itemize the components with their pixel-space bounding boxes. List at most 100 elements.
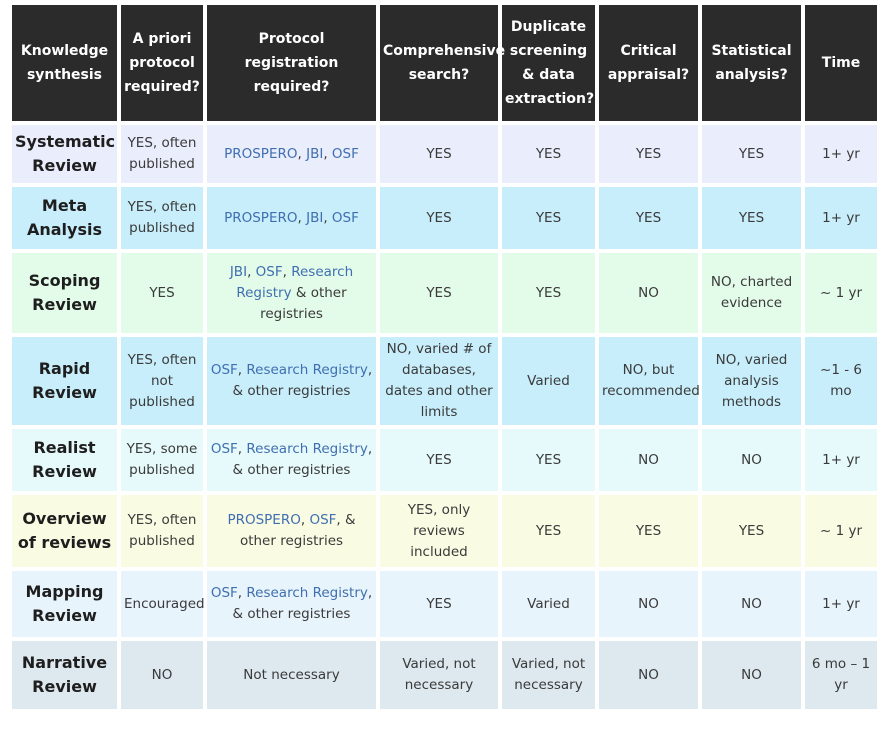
review-type-cell: Narrative Review bbox=[12, 641, 117, 709]
registration-cell: PROSPERO, JBI, OSF bbox=[207, 125, 376, 183]
time-cell: ~1 - 6 mo bbox=[805, 337, 877, 425]
registry-link[interactable]: OSF bbox=[331, 145, 359, 162]
table-row: Rapid Review YES, often not published OSF,… bbox=[12, 337, 877, 425]
registry-link[interactable]: PROSPERO bbox=[227, 512, 301, 528]
protocol-cell: YES, often published bbox=[121, 187, 203, 249]
registration-text: , bbox=[297, 145, 307, 162]
stats-cell: NO bbox=[702, 641, 801, 709]
registry-link[interactable]: OSF bbox=[210, 441, 238, 457]
time-cell: 6 mo – 1 yr bbox=[805, 641, 877, 709]
table-row: Meta Analysis YES, often published PROSPER… bbox=[12, 187, 877, 249]
header-statistical-analysis: Statistical analysis? bbox=[702, 5, 801, 121]
protocol-cell: YES, often published bbox=[121, 495, 203, 567]
review-type-cell: Rapid Review bbox=[12, 337, 117, 425]
registration-text: , bbox=[323, 209, 332, 226]
registration-text: , bbox=[300, 512, 310, 528]
search-cell: YES, only reviews included bbox=[380, 495, 498, 567]
appraisal-cell: YES bbox=[599, 125, 698, 183]
registration-cell: OSF, Research Registry, & other registri… bbox=[207, 429, 376, 491]
registration-text: , bbox=[237, 362, 247, 378]
registration-text: , bbox=[237, 441, 247, 457]
registry-link[interactable]: PROSPERO bbox=[224, 209, 298, 226]
header-row: Knowledge synthesis A priori protocol re… bbox=[12, 5, 877, 121]
protocol-cell: YES, often published bbox=[121, 125, 203, 183]
registry-link[interactable]: OSF bbox=[210, 362, 238, 378]
table-row: Narrative Review NO Not necessary Varied, n… bbox=[12, 641, 877, 709]
header-duplicate-screening: Duplicate screening & data extraction? bbox=[502, 5, 595, 121]
search-cell: YES bbox=[380, 187, 498, 249]
appraisal-cell: YES bbox=[599, 187, 698, 249]
header-time: Time bbox=[805, 5, 877, 121]
stats-cell: YES bbox=[702, 187, 801, 249]
review-type-cell: Overview of reviews bbox=[12, 495, 117, 567]
review-types-table: Knowledge synthesis A priori protocol re… bbox=[8, 1, 877, 713]
stats-cell: YES bbox=[702, 125, 801, 183]
registry-link[interactable]: OSF bbox=[255, 263, 283, 280]
review-type-cell: Scoping Review bbox=[12, 253, 117, 333]
table-row: Overview of reviews YES, often published P… bbox=[12, 495, 877, 567]
registration-cell: OSF, Research Registry, & other registri… bbox=[207, 571, 376, 637]
registry-link[interactable]: OSF bbox=[309, 512, 337, 528]
protocol-cell: YES, often not published bbox=[121, 337, 203, 425]
registration-text: , bbox=[297, 209, 307, 226]
time-cell: ~ 1 yr bbox=[805, 495, 877, 567]
stats-cell: NO, charted evidence bbox=[702, 253, 801, 333]
search-cell: Varied, not necessary bbox=[380, 641, 498, 709]
registration-text: , bbox=[247, 263, 256, 280]
table-row: Systematic Review YES, often published PRO… bbox=[12, 125, 877, 183]
registry-link[interactable]: Research Registry bbox=[246, 585, 368, 601]
registration-cell: PROSPERO, JBI, OSF bbox=[207, 187, 376, 249]
screening-cell: Varied bbox=[502, 337, 595, 425]
time-cell: 1+ yr bbox=[805, 429, 877, 491]
registry-link[interactable]: JBI bbox=[306, 145, 324, 162]
registration-text: , bbox=[282, 263, 292, 280]
registration-cell: Not necessary bbox=[207, 641, 376, 709]
registration-text: Not necessary bbox=[243, 666, 340, 683]
review-type-cell: Meta Analysis bbox=[12, 187, 117, 249]
header-a-priori-protocol: A priori protocol required? bbox=[121, 5, 203, 121]
review-type-cell: Realist Review bbox=[12, 429, 117, 491]
registry-link[interactable]: Research Registry bbox=[236, 263, 354, 301]
appraisal-cell: NO bbox=[599, 253, 698, 333]
screening-cell: YES bbox=[502, 495, 595, 567]
registry-link[interactable]: JBI bbox=[229, 263, 248, 280]
appraisal-cell: NO, but recommended bbox=[599, 337, 700, 425]
protocol-cell: Encouraged bbox=[121, 571, 205, 637]
registry-link[interactable]: JBI bbox=[306, 209, 324, 226]
screening-cell: Varied bbox=[502, 571, 595, 637]
registration-cell: OSF, Research Registry, & other registri… bbox=[207, 337, 376, 425]
screening-cell: YES bbox=[502, 429, 595, 491]
protocol-cell: YES bbox=[121, 253, 203, 333]
time-cell: 1+ yr bbox=[805, 571, 877, 637]
protocol-cell: YES, some published bbox=[121, 429, 203, 491]
registration-text: , bbox=[323, 145, 332, 162]
search-cell: YES bbox=[380, 571, 498, 637]
registry-link[interactable]: OSF bbox=[210, 585, 238, 601]
appraisal-cell: YES bbox=[599, 495, 698, 567]
stats-cell: YES bbox=[702, 495, 801, 567]
registry-link[interactable]: Research Registry bbox=[246, 362, 368, 378]
search-cell: YES bbox=[380, 125, 498, 183]
registration-text: , & other registries bbox=[232, 441, 373, 478]
time-cell: 1+ yr bbox=[805, 187, 877, 249]
appraisal-cell: NO bbox=[599, 429, 698, 491]
registry-link[interactable]: Research Registry bbox=[246, 441, 368, 457]
table-row: Scoping Review YES JBI, OSF, Research Regi… bbox=[12, 253, 877, 333]
table-row: Realist Review YES, some published OSF, Re… bbox=[12, 429, 877, 491]
table-row: Mapping Review Encouraged OSF, Research Re… bbox=[12, 571, 877, 637]
appraisal-cell: NO bbox=[599, 571, 698, 637]
registration-text: , bbox=[237, 585, 247, 601]
review-type-cell: Systematic Review bbox=[12, 125, 117, 183]
time-cell: ~ 1 yr bbox=[805, 253, 877, 333]
registry-link[interactable]: PROSPERO bbox=[224, 145, 298, 162]
registration-text: , & other registries bbox=[232, 362, 373, 399]
screening-cell: YES bbox=[502, 125, 595, 183]
review-type-cell: Mapping Review bbox=[12, 571, 117, 637]
protocol-cell: NO bbox=[121, 641, 203, 709]
registration-text: , & other registries bbox=[239, 512, 356, 549]
registration-text: & other registries bbox=[260, 284, 347, 322]
search-cell: YES bbox=[380, 253, 498, 333]
header-comprehensive-search: Comprehensive search? bbox=[380, 5, 505, 121]
registration-cell: JBI, OSF, Research Registry & other regi… bbox=[207, 253, 376, 333]
registry-link[interactable]: OSF bbox=[331, 209, 359, 226]
